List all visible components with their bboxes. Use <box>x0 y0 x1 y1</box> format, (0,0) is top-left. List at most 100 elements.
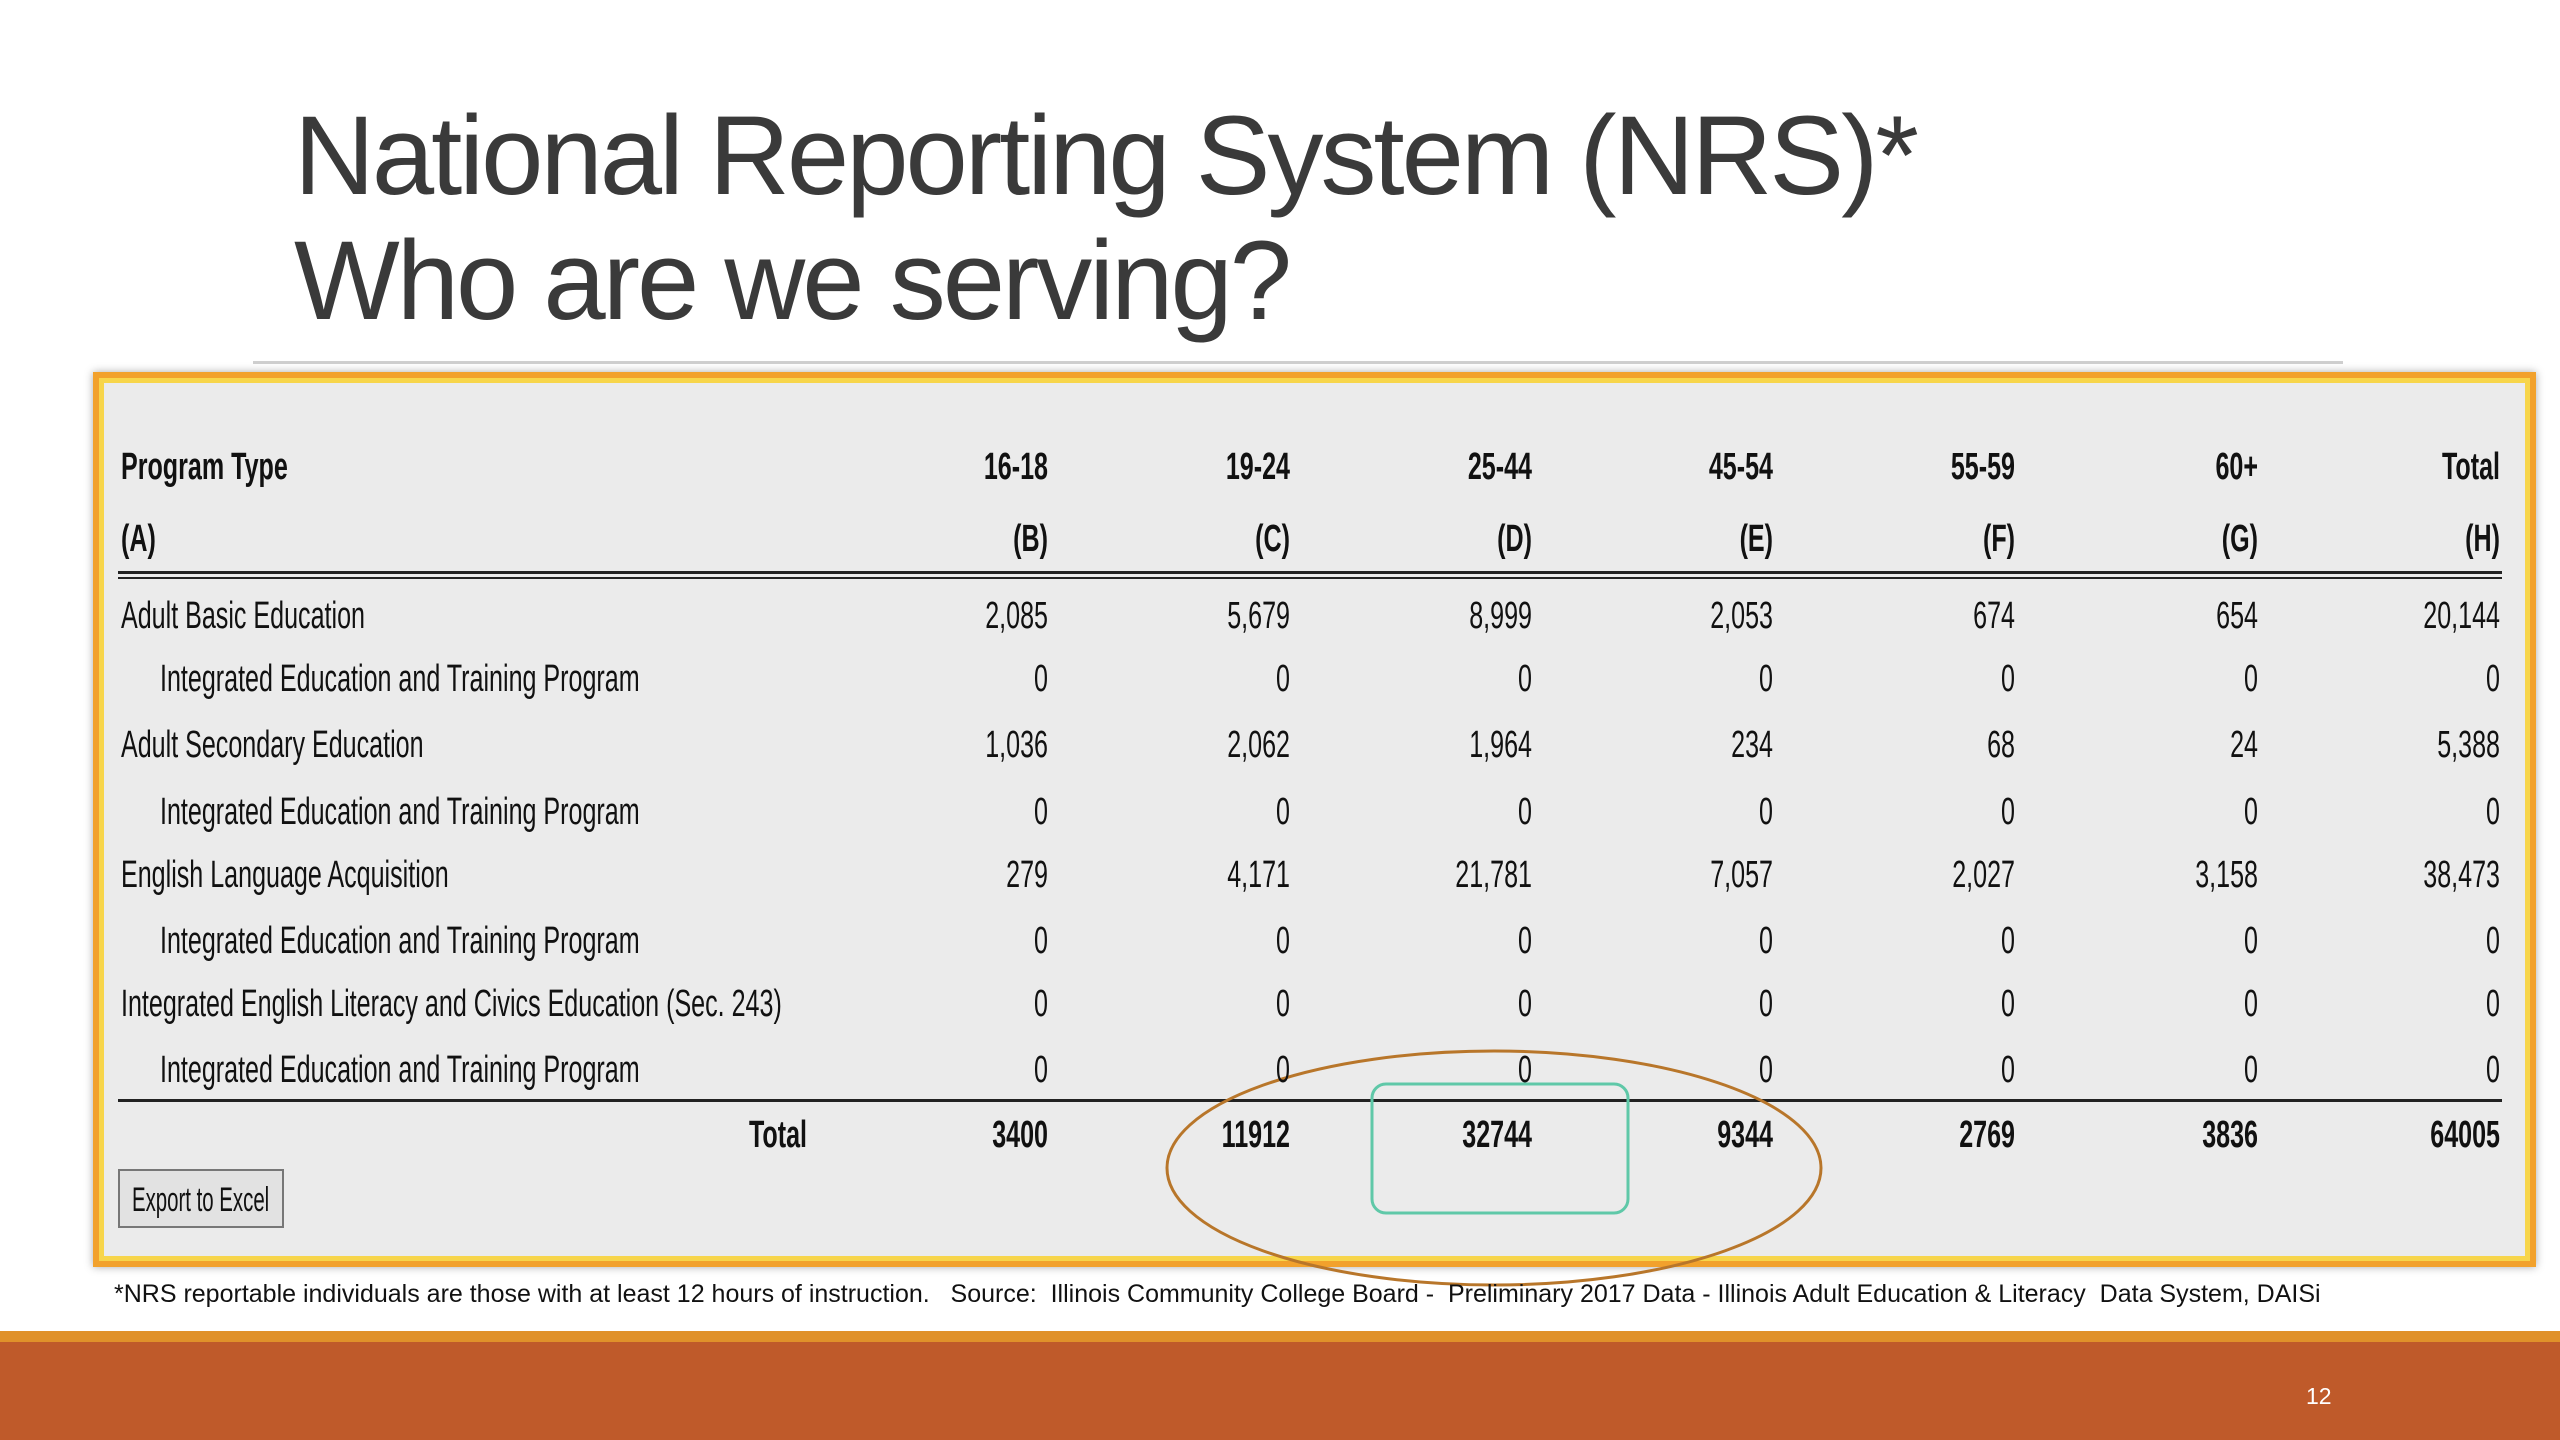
footer-strip <box>0 1331 2560 1342</box>
cell: 0 <box>2244 658 2258 700</box>
cell: 0 <box>1034 791 1048 833</box>
cell: 0 <box>1276 791 1290 833</box>
cell: 20,144 <box>2423 595 2500 637</box>
total-cell: 3400 <box>992 1114 1048 1156</box>
cell: 0 <box>2001 791 2015 833</box>
cell: 68 <box>1987 724 2015 766</box>
row-label: Integrated English Literacy and Civics E… <box>121 983 782 1025</box>
cell: 3,158 <box>2195 854 2258 896</box>
cell: 1,964 <box>1469 724 1532 766</box>
total-label: Total <box>748 1114 807 1156</box>
cell: 0 <box>1518 1049 1532 1091</box>
cell: 0 <box>1034 920 1048 962</box>
header-cell: (E) <box>1739 518 1773 560</box>
header-cell: (C) <box>1255 518 1290 560</box>
total-cell: 32744 <box>1462 1114 1532 1156</box>
title-line: National Reporting System (NRS)* <box>294 93 1919 218</box>
header-cell: (A) <box>121 518 156 560</box>
cell: 4,171 <box>1227 854 1290 896</box>
row-label: Adult Basic Education <box>121 595 365 637</box>
cell: 0 <box>2486 791 2500 833</box>
cell: 0 <box>1518 791 1532 833</box>
row-label: Integrated Education and Training Progra… <box>160 791 640 833</box>
header-cell: 19-24 <box>1225 446 1290 488</box>
cell: 5,679 <box>1227 595 1290 637</box>
cell: 234 <box>1731 724 1773 766</box>
cell: 0 <box>1759 1049 1773 1091</box>
cell: 0 <box>2486 1049 2500 1091</box>
cell: 0 <box>2486 920 2500 962</box>
row-label: Integrated Education and Training Progra… <box>160 658 640 700</box>
total-cell: 3836 <box>2202 1114 2258 1156</box>
cell: 0 <box>1518 920 1532 962</box>
cell: 0 <box>1759 791 1773 833</box>
cell: 24 <box>2230 724 2258 766</box>
cell: 0 <box>1034 983 1048 1025</box>
cell: 5,388 <box>2437 724 2500 766</box>
cell: 0 <box>2244 920 2258 962</box>
cell: 0 <box>2486 983 2500 1025</box>
header-cell: 60+ <box>2215 446 2258 488</box>
cell: 0 <box>1276 1049 1290 1091</box>
row-label: English Language Acquisition <box>121 854 449 896</box>
cell: 0 <box>1276 658 1290 700</box>
button-label[interactable]: Export to Excel <box>132 1181 270 1219</box>
cell: 0 <box>1276 920 1290 962</box>
cell: 0 <box>2244 983 2258 1025</box>
header-cell: 16-18 <box>983 446 1048 488</box>
cell: 0 <box>2001 983 2015 1025</box>
total-cell: 11912 <box>1221 1114 1290 1156</box>
cell: 1,036 <box>985 724 1048 766</box>
cell: 0 <box>1759 658 1773 700</box>
cell: 0 <box>2486 658 2500 700</box>
header-cell: (H) <box>2465 518 2500 560</box>
page-number: 12 <box>2306 1383 2332 1409</box>
cell: 0 <box>1276 983 1290 1025</box>
cell: 0 <box>2001 1049 2015 1091</box>
header-cell: 55-59 <box>1950 446 2015 488</box>
header-cell: (F) <box>1982 518 2015 560</box>
cell: 2,053 <box>1710 595 1773 637</box>
footer-bar <box>0 1342 2560 1440</box>
cell: 38,473 <box>2423 854 2500 896</box>
cell: 0 <box>1034 658 1048 700</box>
header-cell: Program Type <box>121 446 288 488</box>
rule <box>118 1099 2502 1102</box>
row-label: Integrated Education and Training Progra… <box>160 1049 640 1091</box>
header-cell: 45-54 <box>1708 446 1773 488</box>
cell: 0 <box>2001 920 2015 962</box>
rule <box>118 571 2502 574</box>
cell: 0 <box>1034 1049 1048 1091</box>
cell: 0 <box>1759 983 1773 1025</box>
separator <box>253 361 2343 364</box>
cell: 2,062 <box>1227 724 1290 766</box>
header-cell: (D) <box>1497 518 1532 560</box>
export-button[interactable]: Export to Excel <box>118 1169 284 1228</box>
header-cell: Total <box>2441 446 2500 488</box>
cell: 2,027 <box>1952 854 2015 896</box>
row-label: Integrated Education and Training Progra… <box>160 920 640 962</box>
cell: 279 <box>1006 854 1048 896</box>
cell: 0 <box>2001 658 2015 700</box>
cell: 654 <box>2216 595 2258 637</box>
cell: 8,999 <box>1469 595 1532 637</box>
total-cell: 64005 <box>2430 1114 2500 1156</box>
cell: 0 <box>1759 920 1773 962</box>
header-cell: 25-44 <box>1467 446 1532 488</box>
cell: 674 <box>1973 595 2015 637</box>
cell: 0 <box>1518 658 1532 700</box>
cell: 2,085 <box>985 595 1048 637</box>
cell: 21,781 <box>1455 854 1532 896</box>
row-label: Adult Secondary Education <box>121 724 424 766</box>
header-cell: (B) <box>1013 518 1048 560</box>
total-cell: 2769 <box>1959 1114 2015 1156</box>
cell: 0 <box>2244 791 2258 833</box>
total-cell: 9344 <box>1717 1114 1773 1156</box>
footnote: *NRS reportable individuals are those wi… <box>114 1280 2321 1308</box>
rule <box>118 577 2502 579</box>
cell: 7,057 <box>1710 854 1773 896</box>
cell: 0 <box>2244 1049 2258 1091</box>
header-cell: (G) <box>2221 518 2258 560</box>
title-line: Who are we serving? <box>294 218 1292 343</box>
